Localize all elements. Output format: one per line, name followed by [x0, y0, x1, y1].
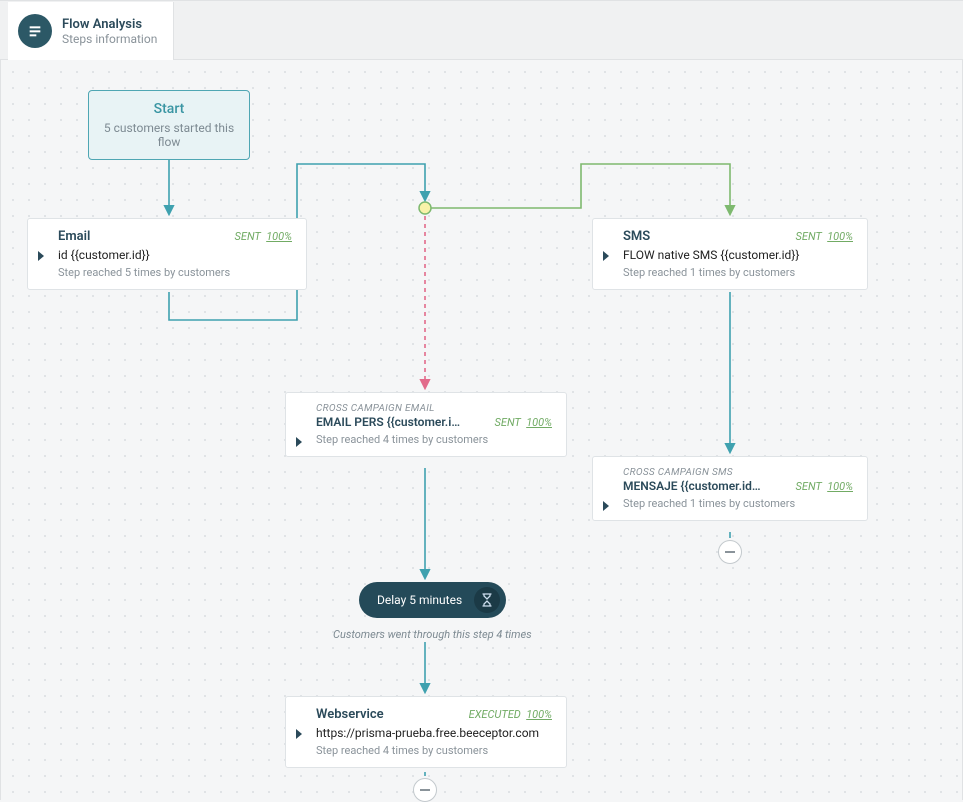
flow-canvas[interactable]: Start 5 customers started this flow Emai…: [0, 60, 963, 800]
start-subtitle: 5 customers started this flow: [103, 121, 235, 149]
expand-icon[interactable]: [296, 437, 302, 447]
step-reach: Step reached 1 times by customers: [623, 266, 853, 279]
tab-flow-analysis[interactable]: Flow Analysis Steps information: [8, 2, 174, 60]
delay-note: Customers went through this step 4 times: [333, 628, 532, 641]
expand-icon[interactable]: [296, 729, 302, 739]
tab-subtitle: Steps information: [62, 32, 157, 46]
expand-icon[interactable]: [603, 251, 609, 261]
step-desc: id {{customer.id}}: [58, 248, 292, 262]
step-cross-email[interactable]: CROSS CAMPAIGN EMAIL SENT 100% EMAIL PER…: [285, 392, 567, 457]
expand-icon[interactable]: [38, 251, 44, 261]
step-reach: Step reached 4 times by customers: [316, 744, 552, 757]
hourglass-icon: [474, 587, 500, 613]
tab-title: Flow Analysis: [62, 17, 157, 32]
delay-node[interactable]: Delay 5 minutes: [359, 582, 506, 618]
step-status: SENT 100%: [796, 230, 853, 243]
tab-text: Flow Analysis Steps information: [62, 17, 157, 46]
step-email[interactable]: Email SENT 100% id {{customer.id}} Step …: [27, 218, 307, 290]
step-desc: MENSAJE {{customer.id}} {{campaign.li…: [623, 479, 853, 493]
step-overline: CROSS CAMPAIGN EMAIL: [316, 403, 552, 414]
step-desc: FLOW native SMS {{customer.id}}: [623, 248, 853, 262]
step-reach: Step reached 1 times by customers: [623, 497, 853, 510]
step-webservice[interactable]: Webservice EXECUTED 100% https://prisma-…: [285, 696, 567, 768]
step-name: SMS: [623, 229, 650, 244]
step-status: SENT 100%: [495, 416, 552, 429]
delay-label: Delay 5 minutes: [377, 593, 462, 607]
step-desc: https://prisma-prueba.free.beeceptor.com: [316, 726, 552, 740]
step-cross-sms[interactable]: CROSS CAMPAIGN SMS SENT 100% MENSAJE {{c…: [592, 456, 868, 521]
start-node[interactable]: Start 5 customers started this flow: [88, 90, 250, 160]
start-title: Start: [103, 101, 235, 117]
step-reach: Step reached 5 times by customers: [58, 266, 292, 279]
expand-icon[interactable]: [603, 501, 609, 511]
topbar: Flow Analysis Steps information: [0, 0, 963, 60]
step-status: SENT 100%: [235, 230, 292, 243]
step-name: Email: [58, 229, 90, 244]
end-dot[interactable]: [718, 540, 742, 564]
step-name: Webservice: [316, 707, 384, 722]
flow-analysis-icon: [18, 14, 52, 48]
step-reach: Step reached 4 times by customers: [316, 433, 552, 446]
step-overline: CROSS CAMPAIGN SMS: [623, 467, 853, 478]
step-status: EXECUTED 100%: [469, 708, 552, 721]
step-sms[interactable]: SMS SENT 100% FLOW native SMS {{customer…: [592, 218, 868, 290]
end-dot[interactable]: [413, 778, 437, 802]
